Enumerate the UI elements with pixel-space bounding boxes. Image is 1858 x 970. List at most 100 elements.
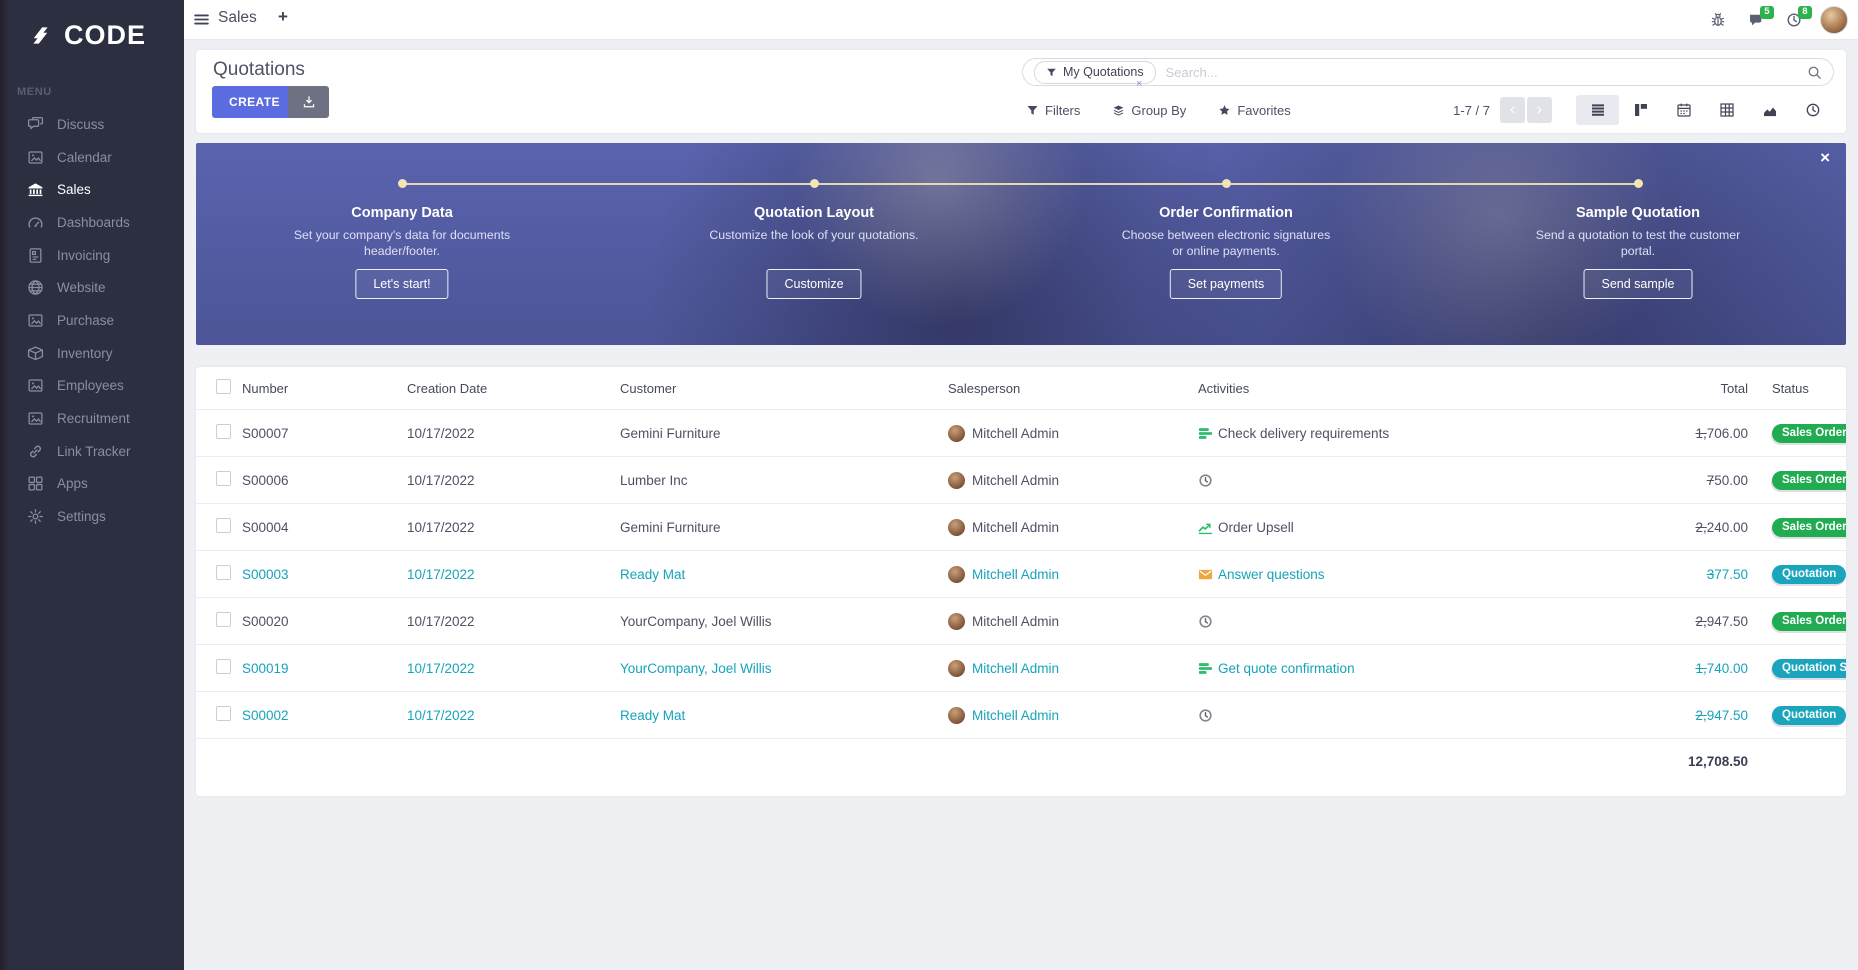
table-footer-row: 12,708.50 bbox=[196, 738, 1846, 785]
step-title: Company Data bbox=[351, 205, 453, 221]
col-header-status[interactable]: Status bbox=[1772, 380, 1809, 396]
sidebar-item-label: Recruitment bbox=[57, 411, 130, 427]
recruitment-icon bbox=[27, 410, 44, 427]
table-row[interactable]: S00019 10/17/2022 YourCompany, Joel Will… bbox=[196, 644, 1846, 691]
col-header-salesperson[interactable]: Salesperson bbox=[948, 380, 1021, 396]
pager-next-button[interactable]: › bbox=[1527, 97, 1552, 123]
search-input[interactable]: My Quotations × Search... bbox=[1022, 58, 1834, 90]
create-button[interactable]: CREATE bbox=[212, 86, 297, 118]
banner-close-icon[interactable]: × bbox=[1820, 148, 1830, 167]
step-action-button[interactable]: Customize bbox=[766, 269, 862, 299]
favorites-button[interactable]: Favorites bbox=[1218, 103, 1291, 118]
export-download-button[interactable] bbox=[288, 86, 329, 118]
sidebar-item[interactable]: Dashboards bbox=[0, 206, 184, 239]
row-activity-label[interactable]: Check delivery requirements bbox=[1218, 425, 1390, 441]
row-total: 1,740.00 bbox=[1695, 660, 1748, 676]
sidebar-item[interactable]: Apps bbox=[0, 468, 184, 501]
filter-facet-icon bbox=[1046, 67, 1057, 78]
col-header-total[interactable]: Total bbox=[1720, 380, 1748, 396]
onboarding-step: Order Confirmation Choose between electr… bbox=[1071, 143, 1381, 345]
sidebar-item[interactable]: Calendar bbox=[0, 141, 184, 174]
step-action-button[interactable]: Set payments bbox=[1169, 269, 1283, 299]
active-app-tab[interactable]: Sales bbox=[218, 9, 257, 26]
kanban-view-button[interactable] bbox=[1619, 95, 1662, 125]
row-customer: Ready Mat bbox=[620, 566, 686, 582]
row-checkbox[interactable] bbox=[216, 518, 231, 533]
graph-view-button[interactable] bbox=[1748, 95, 1791, 125]
search-icon[interactable] bbox=[1807, 65, 1822, 80]
sidebar-item[interactable]: Sales bbox=[0, 173, 184, 206]
row-checkbox[interactable] bbox=[216, 565, 231, 580]
salesperson-avatar bbox=[948, 424, 965, 442]
messages-icon[interactable]: 5 bbox=[1748, 5, 1774, 28]
table-row[interactable]: S00007 10/17/2022 Gemini Furniture Mitch… bbox=[196, 409, 1846, 456]
row-checkbox[interactable] bbox=[216, 471, 231, 486]
onboarding-step: Company Data Set your company's data for… bbox=[247, 143, 557, 345]
step-title: Sample Quotation bbox=[1575, 205, 1701, 221]
step-action-button[interactable]: Send sample bbox=[1583, 269, 1693, 299]
sidebar-item[interactable]: Recruitment bbox=[0, 402, 184, 435]
facet-remove-icon[interactable]: × bbox=[1136, 78, 1143, 90]
status-badge: Sales Order bbox=[1772, 423, 1846, 443]
sidebar-item-label: Calendar bbox=[57, 149, 112, 165]
table-row[interactable]: S00002 10/17/2022 Ready Mat Mitchell Adm… bbox=[196, 691, 1846, 738]
onboarding-steps: Company Data Set your company's data for… bbox=[196, 143, 1846, 345]
pager-previous-button[interactable]: ‹ bbox=[1500, 97, 1525, 123]
footer-total-sum: 12,708.50 bbox=[1687, 754, 1748, 769]
quotations-table: Number Creation Date Customer Salesperso… bbox=[196, 367, 1846, 796]
col-header-number[interactable]: Number bbox=[242, 380, 289, 396]
link-tracker-icon bbox=[27, 443, 44, 460]
debug-bug-icon[interactable] bbox=[1710, 12, 1726, 28]
row-checkbox[interactable] bbox=[216, 706, 231, 721]
onboarding-banner: Company Data Set your company's data for… bbox=[196, 143, 1846, 345]
col-header-activities[interactable]: Activities bbox=[1198, 380, 1250, 396]
search-facet-chip[interactable]: My Quotations bbox=[1034, 60, 1156, 84]
pivot-view-button[interactable] bbox=[1705, 95, 1748, 125]
row-number: S00007 bbox=[242, 425, 289, 441]
activity-clock-icon bbox=[1198, 708, 1213, 723]
sidebar-item[interactable]: Link Tracker bbox=[0, 435, 184, 468]
messages-count-badge: 5 bbox=[1759, 5, 1774, 19]
calendar-view-button[interactable] bbox=[1662, 95, 1705, 125]
sidebar-item[interactable]: Purchase bbox=[0, 304, 184, 337]
sidebar-item[interactable]: Invoicing bbox=[0, 239, 184, 272]
table-row[interactable]: S00006 10/17/2022 Lumber Inc Mitchell Ad… bbox=[196, 456, 1846, 503]
activity-view-icon bbox=[1805, 102, 1821, 118]
row-activity-label[interactable]: Answer questions bbox=[1218, 566, 1325, 582]
invoicing-icon bbox=[27, 247, 44, 264]
group-by-button[interactable]: Group By bbox=[1112, 103, 1186, 118]
row-total: 2,947.50 bbox=[1695, 613, 1748, 629]
hamburger-menu-icon[interactable] bbox=[193, 11, 210, 28]
step-dot-icon bbox=[397, 179, 407, 188]
table-row[interactable]: S00003 10/17/2022 Ready Mat Mitchell Adm… bbox=[196, 550, 1846, 597]
row-customer: Gemini Furniture bbox=[620, 425, 721, 441]
row-checkbox[interactable] bbox=[216, 612, 231, 627]
purchase-icon bbox=[27, 312, 44, 329]
row-checkbox[interactable] bbox=[216, 659, 231, 674]
sidebar-item[interactable]: Employees bbox=[0, 370, 184, 403]
pager-range: 1-7 / 7 bbox=[1453, 102, 1490, 118]
row-checkbox[interactable] bbox=[216, 424, 231, 439]
sidebar-item[interactable]: Settings bbox=[0, 500, 184, 533]
sidebar-item[interactable]: Discuss bbox=[0, 108, 184, 141]
activities-clock-icon[interactable]: 8 bbox=[1786, 5, 1812, 28]
table-row[interactable]: S00004 10/17/2022 Gemini Furniture Mitch… bbox=[196, 503, 1846, 550]
user-avatar[interactable] bbox=[1820, 5, 1848, 34]
row-activity-label[interactable]: Get quote confirmation bbox=[1218, 660, 1355, 676]
sidebar-item[interactable]: Inventory bbox=[0, 337, 184, 370]
graph-view-icon bbox=[1762, 102, 1778, 118]
list-view-button[interactable] bbox=[1576, 95, 1619, 125]
filters-button[interactable]: Filters bbox=[1026, 103, 1080, 118]
col-header-creation-date[interactable]: Creation Date bbox=[407, 380, 488, 396]
table-row[interactable]: S00020 10/17/2022 YourCompany, Joel Will… bbox=[196, 597, 1846, 644]
row-activity-label[interactable]: Order Upsell bbox=[1218, 519, 1294, 535]
col-header-customer[interactable]: Customer bbox=[620, 380, 677, 396]
step-action-button[interactable]: Let's start! bbox=[355, 269, 449, 299]
sidebar-item-label: Employees bbox=[57, 378, 124, 394]
activity-view-button[interactable] bbox=[1791, 95, 1834, 125]
sidebar-item[interactable]: Website bbox=[0, 271, 184, 304]
new-tab-button[interactable]: + bbox=[278, 7, 288, 26]
select-all-checkbox[interactable] bbox=[216, 379, 231, 394]
app-logo[interactable]: CODE bbox=[24, 20, 146, 51]
row-salesperson: Mitchell Admin bbox=[972, 613, 1060, 629]
